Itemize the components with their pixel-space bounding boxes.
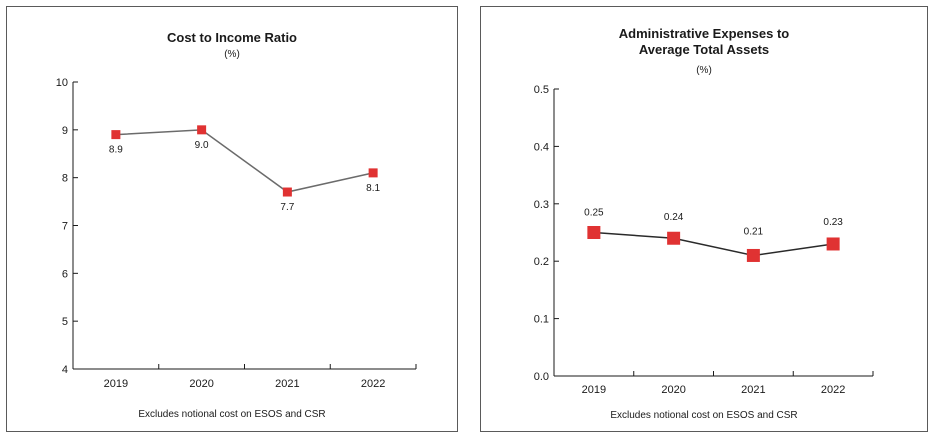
y-tick-label: 10	[56, 77, 68, 89]
data-label: 0.24	[664, 212, 684, 223]
data-label: 9.0	[195, 140, 209, 151]
chart-panel-admin-expenses: Administrative Expenses to Average Total…	[480, 6, 928, 432]
data-point-marker	[197, 125, 207, 135]
data-label: 8.1	[366, 183, 380, 194]
x-tick-label: 2020	[661, 384, 685, 396]
y-tick-label: 0.4	[534, 141, 549, 153]
chart-footnote: Excludes notional cost on ESOS and CSR	[610, 410, 797, 421]
data-point-marker	[368, 168, 378, 178]
data-label: 7.7	[280, 202, 294, 213]
chart-unit: (%)	[224, 49, 240, 60]
x-tick-label: 2021	[275, 378, 299, 390]
chart-title-line-1: Cost to Income Ratio	[167, 30, 297, 45]
y-tick-label: 8	[62, 173, 68, 185]
chart-title-line-2: Average Total Assets	[639, 42, 769, 57]
data-point-marker	[587, 226, 601, 239]
y-tick-label: 6	[62, 268, 68, 280]
x-tick-label: 2022	[361, 378, 385, 390]
data-label: 8.9	[109, 145, 123, 156]
x-tick-label: 2022	[821, 384, 845, 396]
series-line	[593, 231, 834, 257]
x-tick-label: 2021	[741, 384, 765, 396]
data-label: 0.23	[823, 217, 843, 228]
admin-expenses-chart: Administrative Expenses to Average Total…	[534, 26, 874, 421]
data-label: 0.21	[744, 226, 764, 237]
x-tick-label: 2019	[104, 378, 128, 390]
chart-footnote: Excludes notional cost on ESOS and CSR	[138, 409, 325, 420]
y-tick-label: 7	[62, 221, 68, 233]
y-tick-label: 0.0	[534, 371, 549, 383]
x-tick-label: 2020	[189, 378, 213, 390]
chart-panel-cost-to-income: Cost to Income Ratio (%) Excludes notion…	[6, 6, 458, 432]
y-tick-label: 4	[62, 364, 68, 376]
y-tick-label: 0.2	[534, 256, 549, 268]
data-point-marker	[111, 130, 121, 140]
y-tick-label: 0.1	[534, 314, 549, 326]
y-tick-label: 0.3	[534, 199, 549, 211]
cost-to-income-chart: Cost to Income Ratio (%) Excludes notion…	[56, 30, 417, 420]
data-point-marker	[826, 237, 840, 251]
chart-unit: (%)	[696, 65, 712, 76]
x-tick-label: 2019	[582, 384, 606, 396]
chart-title-line-1: Administrative Expenses to	[619, 26, 790, 41]
data-point-marker	[667, 231, 681, 245]
y-tick-label: 0.5	[534, 84, 549, 96]
data-point-marker	[282, 187, 292, 197]
data-label: 0.25	[584, 208, 604, 219]
data-point-marker	[746, 248, 760, 262]
y-tick-label: 9	[62, 125, 68, 137]
series-line	[115, 129, 374, 193]
y-tick-label: 5	[62, 316, 68, 328]
